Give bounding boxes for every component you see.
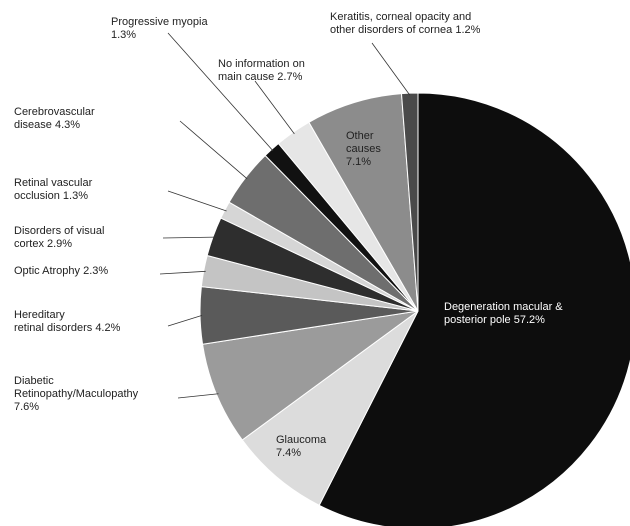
slice-label-5-line-0: Disorders of visual	[14, 225, 104, 237]
slice-label-3: Hereditary retinal disorders 4.2%	[14, 309, 121, 334]
slice-label-10-line-1: causes	[346, 143, 381, 155]
leader-line-5	[162, 236, 216, 239]
slice-label-9: No information on main cause 2.7%	[218, 58, 305, 83]
pie-slice-11	[400, 92, 419, 312]
slice-label-2: Diabetic Retinopathy/Maculopathy 7.6%	[14, 375, 139, 413]
slice-label-5: Disorders of visual cortex 2.9%	[14, 225, 104, 250]
slice-label-1-line-0: Glaucoma	[276, 434, 327, 446]
slice-label-3-line-1: retinal disorders 4.2%	[14, 322, 121, 334]
slice-label-3-line-0: Hereditary	[14, 309, 65, 321]
slice-label-6: Retinal vascular occlusion 1.3%	[14, 177, 93, 202]
slice-label-1: Glaucoma 7.4%	[276, 434, 327, 459]
slice-label-7: Cerebrovascular disease 4.3%	[14, 106, 95, 131]
slice-label-10-line-0: Other	[346, 130, 374, 142]
slice-label-9-line-1: main cause 2.7%	[218, 71, 303, 83]
slice-label-2-line-0: Diabetic	[14, 375, 54, 387]
slice-label-1-line-1: 7.4%	[276, 447, 301, 459]
slice-label-7-line-0: Cerebrovascular	[14, 106, 95, 118]
leader-line-2	[177, 393, 219, 399]
slice-label-6-line-0: Retinal vascular	[14, 177, 93, 189]
pie-slices	[199, 92, 630, 526]
leader-line-3	[167, 315, 203, 327]
leader-line-7	[179, 120, 248, 180]
slice-label-2-line-1: Retinopathy/Maculopathy	[14, 388, 139, 400]
pie-slice-2	[201, 310, 419, 441]
slice-label-10-line-2: 7.1%	[346, 156, 371, 168]
slice-label-0-line-0: Degeneration macular &	[444, 301, 563, 313]
slice-label-11-line-1: other disorders of cornea 1.2%	[330, 24, 481, 36]
slice-label-0: Degeneration macular & posterior pole 57.…	[444, 301, 563, 326]
slice-label-7-line-1: disease 4.3%	[14, 119, 80, 131]
slice-label-8-line-0: Progressive myopia	[111, 16, 208, 28]
slice-label-4-line-0: Optic Atrophy 2.3%	[14, 265, 108, 277]
leader-line-4	[159, 270, 206, 275]
slice-label-4: Optic Atrophy 2.3%	[14, 265, 108, 277]
slice-label-5-line-1: cortex 2.9%	[14, 238, 72, 250]
leader-line-6	[167, 190, 227, 212]
pie-slice-1	[241, 310, 419, 506]
slice-label-6-line-1: occlusion 1.3%	[14, 190, 88, 202]
leader-line-8	[167, 32, 274, 152]
leader-lines	[159, 32, 411, 399]
slice-label-9-line-0: No information on	[218, 58, 305, 70]
slice-label-8: Progressive myopia 1.3%	[111, 16, 208, 41]
leader-line-9	[254, 80, 295, 135]
leader-line-11	[371, 42, 411, 96]
slice-labels: Degeneration macular & posterior pole 57.…	[14, 11, 563, 459]
slice-label-10: Other causes 7.1%	[346, 130, 381, 168]
slice-label-11-line-0: Keratitis, corneal opacity and	[330, 11, 471, 23]
slice-label-11: Keratitis, corneal opacity and other diso…	[330, 11, 481, 36]
slice-label-2-line-2: 7.6%	[14, 401, 39, 413]
slice-label-8-line-1: 1.3%	[111, 29, 136, 41]
slice-label-0-line-1: posterior pole 57.2%	[444, 314, 545, 326]
